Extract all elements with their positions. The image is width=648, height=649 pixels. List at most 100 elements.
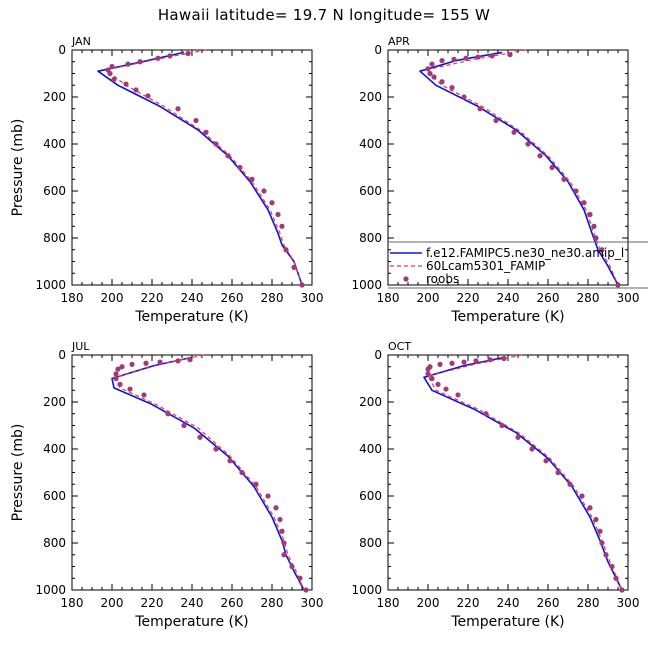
panel-jul-ylabel: Pressure (mb) bbox=[10, 424, 26, 522]
panel-apr-roobs-point bbox=[439, 79, 445, 85]
panel-oct-ytick-label: 800 bbox=[359, 536, 382, 550]
panel-apr-roobs-point bbox=[475, 54, 481, 60]
panel-oct-xlabel: Temperature (K) bbox=[450, 614, 564, 630]
panel-jan-roobs-point bbox=[275, 211, 281, 218]
panel-apr-roobs-point bbox=[615, 282, 621, 288]
panel-oct-roobs-point bbox=[443, 386, 449, 392]
panel-jan-roobs-point bbox=[167, 53, 173, 59]
panel-oct-roobs-point bbox=[599, 540, 605, 546]
panel-jan-roobs-point bbox=[111, 76, 117, 82]
panel-jul-roobs-point bbox=[115, 366, 121, 372]
panel-apr-xtick-label: 240 bbox=[497, 291, 520, 305]
panel-apr-roobs-point bbox=[511, 129, 517, 135]
panel-jan-label: JAN bbox=[71, 35, 91, 48]
panel-apr-ytick-label: 800 bbox=[359, 231, 382, 245]
panel-apr-xtick-label: 220 bbox=[457, 291, 480, 305]
panel-jan-ytick-label: 600 bbox=[43, 184, 66, 198]
panel-oct-ytick-label: 400 bbox=[359, 442, 382, 456]
panel-jan-xtick-label: 240 bbox=[181, 291, 204, 305]
panel-oct-roobs-point bbox=[449, 360, 455, 366]
panel-apr-roobs-point bbox=[489, 53, 495, 59]
panel-jul-series-model-solid bbox=[111, 356, 305, 591]
panel-jul-roobs-point bbox=[175, 358, 181, 364]
panel-jul-roobs-point bbox=[113, 375, 119, 382]
panel-apr-ytick-label: 600 bbox=[359, 184, 382, 198]
panel-jul-roobs-point bbox=[265, 493, 271, 499]
panels: 180 200 220 240 260 280 300 0 200 400 600 800 1000 JA… bbox=[10, 35, 648, 630]
panel-oct-roobs-point bbox=[609, 563, 615, 570]
panel-jul: 180 200 220 240 260 280 300 0 200 400 600 800 1000 JU… bbox=[10, 340, 323, 630]
panel-jan-roobs-point bbox=[109, 63, 115, 70]
panel-oct-label: OCT bbox=[388, 340, 411, 353]
panel-jan-roobs-point bbox=[123, 81, 129, 87]
panel-apr-legend: f.e12.FAMIPC5.ne30_ne30.amip_l60Lcam5301… bbox=[388, 241, 648, 289]
panel-apr-roobs-point bbox=[493, 117, 499, 124]
panel-jan-roobs-point bbox=[107, 70, 113, 77]
panel-jul-xtick-label: 180 bbox=[61, 596, 84, 610]
panel-jan-roobs-point bbox=[185, 50, 191, 57]
panel-oct-ytick-label: 0 bbox=[374, 348, 382, 362]
panel-apr-legend-swatch-roobs bbox=[403, 276, 409, 282]
panel-oct-roobs-point bbox=[515, 434, 521, 440]
panel-oct-series-model-dashed bbox=[427, 354, 623, 591]
panel-oct-roobs-point bbox=[487, 357, 493, 363]
panel-jul-roobs-point bbox=[143, 360, 149, 366]
panel-oct-ytick-label: 1000 bbox=[351, 583, 382, 597]
panel-apr-ytick-label: 1000 bbox=[351, 278, 382, 292]
panel-jan-roobs-point bbox=[225, 153, 231, 159]
panel-oct-xtick-label: 240 bbox=[497, 596, 520, 610]
panel-jan-roobs-point bbox=[203, 129, 209, 135]
panel-jul-ytick-label: 600 bbox=[43, 489, 66, 503]
panel-jul-roobs-point bbox=[181, 422, 187, 429]
panel-oct-roobs-point bbox=[593, 516, 599, 523]
panel-jan-roobs-point bbox=[145, 93, 151, 99]
panel-apr-roobs-point bbox=[581, 200, 587, 206]
panel-jul-xtick-label: 220 bbox=[141, 596, 164, 610]
panel-jan-ytick-label: 800 bbox=[43, 231, 66, 245]
panel-apr-roobs-point bbox=[593, 235, 599, 241]
panel-jan-roobs-point bbox=[249, 176, 255, 182]
panel-oct-roobs-point bbox=[435, 381, 441, 387]
panel-apr-ytick-label: 0 bbox=[374, 43, 382, 57]
panel-apr-roobs-point bbox=[561, 176, 567, 182]
panel-apr-xtick-label: 280 bbox=[577, 291, 600, 305]
panel-oct-roobs-point bbox=[587, 505, 593, 511]
panel-jul-roobs-point bbox=[129, 361, 135, 367]
panel-jul-series-model-dashed bbox=[115, 354, 305, 591]
panel-jul-roobs-point bbox=[213, 446, 219, 452]
panel-oct-roobs-point bbox=[425, 366, 431, 372]
panel-jul-roobs-point bbox=[157, 359, 163, 365]
panel-oct-frame bbox=[387, 354, 629, 591]
panel-oct-roobs-point bbox=[579, 493, 585, 499]
panel-apr-ytick-label: 400 bbox=[359, 137, 382, 151]
panel-jul-roobs-point bbox=[165, 411, 171, 417]
panel-jul-roobs-point bbox=[281, 540, 287, 546]
panel-jan-roobs-point bbox=[125, 61, 131, 67]
panel-jan-roobs-point bbox=[279, 223, 285, 229]
panel-oct-roobs-point bbox=[455, 392, 461, 398]
panel-apr-legend-label-roobs: roobs bbox=[426, 272, 459, 286]
panel-jan-xtick-label: 300 bbox=[301, 291, 324, 305]
panel-oct-roobs-point bbox=[499, 422, 505, 429]
panel-jul-roobs-point bbox=[281, 552, 287, 558]
panel-oct-roobs-point bbox=[603, 552, 609, 558]
panel-oct-roobs-point bbox=[461, 359, 467, 365]
panel-apr-xtick-label: 180 bbox=[377, 291, 400, 305]
panel-jul-ytick-label: 400 bbox=[43, 442, 66, 456]
panel-jul-roobs-point bbox=[113, 371, 119, 377]
panel-jul-roobs-point bbox=[239, 469, 245, 476]
panel-oct-roobs-point bbox=[429, 375, 435, 382]
panel-jul-series-roobs bbox=[113, 357, 309, 593]
panel-apr-roobs-point bbox=[477, 106, 483, 112]
panel-jul-roobs-point bbox=[289, 563, 295, 570]
panel-jul-roobs-point bbox=[303, 587, 309, 593]
panel-apr-roobs-point bbox=[461, 94, 467, 100]
panel-apr-roobs-point bbox=[463, 55, 469, 61]
panel-apr: 180 200 220 240 260 280 300 0 200 400 600 800 1000 AP… bbox=[351, 35, 648, 325]
panel-apr-xtick-label: 200 bbox=[417, 291, 440, 305]
panel-oct-roobs-point bbox=[437, 361, 443, 367]
panel-jul-xtick-label: 280 bbox=[261, 596, 284, 610]
panel-jul-xtick-label: 260 bbox=[221, 596, 244, 610]
panel-jan-xtick-label: 200 bbox=[101, 291, 124, 305]
